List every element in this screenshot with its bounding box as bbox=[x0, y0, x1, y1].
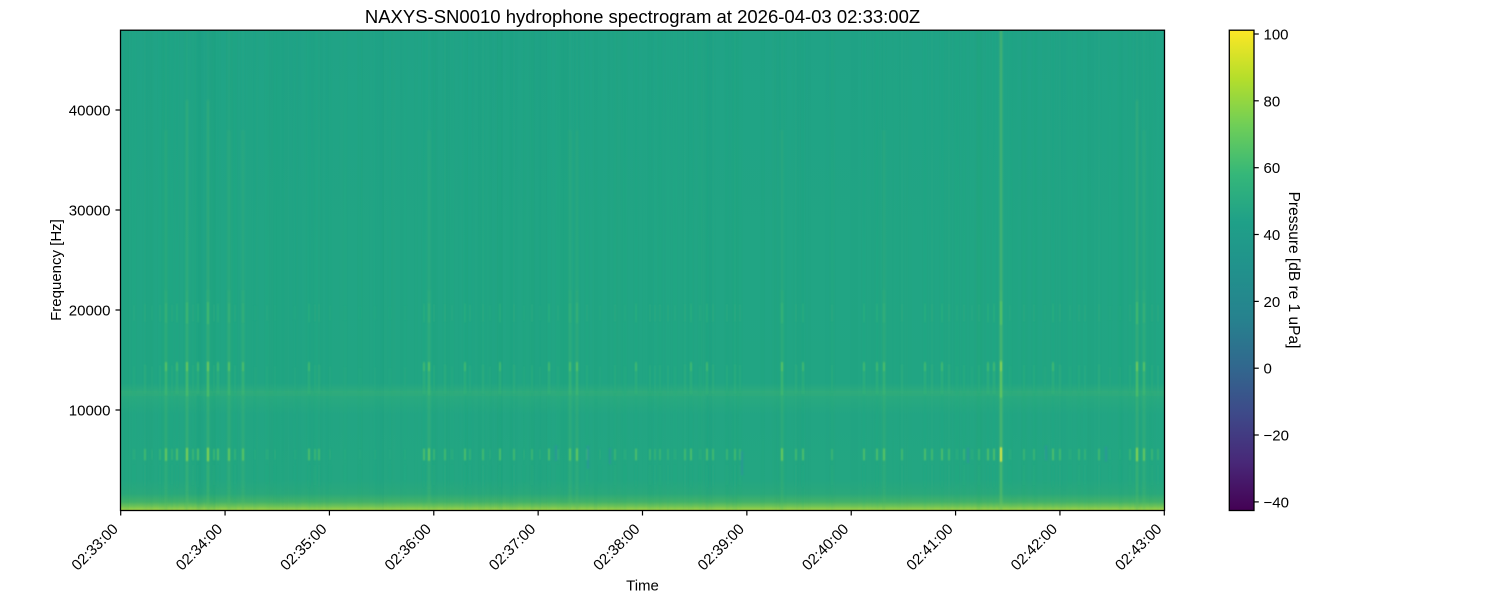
svg-text:NAXYS-SN0010 hydrophone spectr: NAXYS-SN0010 hydrophone spectrogram at 2… bbox=[365, 6, 920, 27]
svg-text:Time: Time bbox=[626, 578, 659, 595]
svg-text:−40: −40 bbox=[1264, 494, 1289, 511]
svg-text:100: 100 bbox=[1264, 27, 1289, 44]
svg-text:Frequency [Hz]: Frequency [Hz] bbox=[48, 219, 65, 321]
svg-text:40: 40 bbox=[1264, 227, 1281, 244]
svg-text:20: 20 bbox=[1264, 294, 1281, 311]
svg-text:20000: 20000 bbox=[69, 303, 111, 320]
svg-text:Pressure [dB re 1 uPa]: Pressure [dB re 1 uPa] bbox=[1285, 192, 1302, 349]
svg-text:30000: 30000 bbox=[69, 203, 111, 220]
svg-text:60: 60 bbox=[1264, 160, 1281, 177]
svg-text:10000: 10000 bbox=[69, 403, 111, 420]
svg-text:0: 0 bbox=[1264, 361, 1272, 378]
svg-text:40000: 40000 bbox=[69, 103, 111, 120]
svg-text:−20: −20 bbox=[1264, 428, 1289, 445]
svg-text:80: 80 bbox=[1264, 93, 1281, 110]
